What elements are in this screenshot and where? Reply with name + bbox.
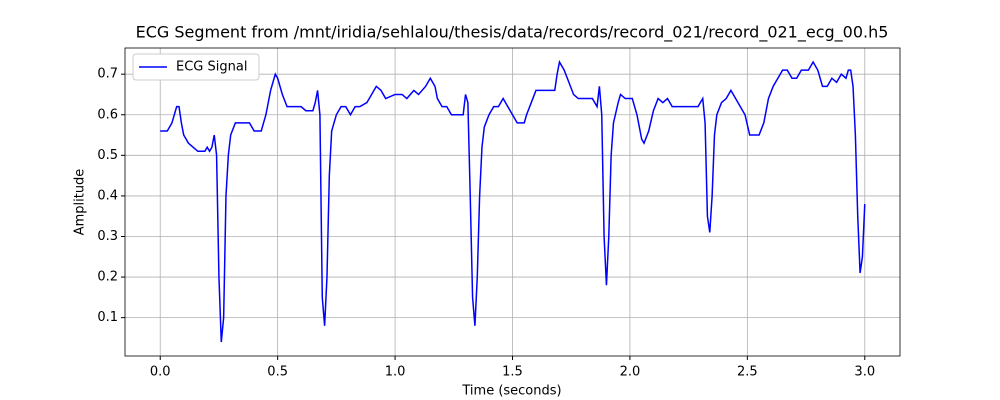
x-tick-label: 2.0 <box>620 365 641 380</box>
x-tick-label: 0.5 <box>267 365 288 380</box>
x-tick-label: 3.0 <box>854 365 875 380</box>
y-axis-label: Amplitude <box>73 169 88 236</box>
y-tick-label: 0.2 <box>97 270 118 285</box>
x-tick-label: 0.0 <box>150 365 171 380</box>
x-tick-label: 1.5 <box>502 365 523 380</box>
y-tick-label: 0.3 <box>97 229 118 244</box>
x-axis-label: Time (seconds) <box>461 384 561 399</box>
legend-label: ECG Signal <box>176 60 247 75</box>
y-tick-label: 0.7 <box>97 67 118 82</box>
x-tick-label: 1.0 <box>385 365 406 380</box>
line-series <box>160 59 866 343</box>
chart-title: ECG Segment from /mnt/iridia/sehlalou/th… <box>136 23 889 43</box>
y-tick-label: 0.5 <box>97 148 118 163</box>
plot-frame <box>124 47 901 357</box>
y-tick-label: 0.1 <box>97 310 118 325</box>
y-tick-label: 0.4 <box>97 188 118 203</box>
legend-box <box>132 53 260 81</box>
x-tick-label: 2.5 <box>737 365 758 380</box>
y-tick-label: 0.6 <box>97 107 118 122</box>
